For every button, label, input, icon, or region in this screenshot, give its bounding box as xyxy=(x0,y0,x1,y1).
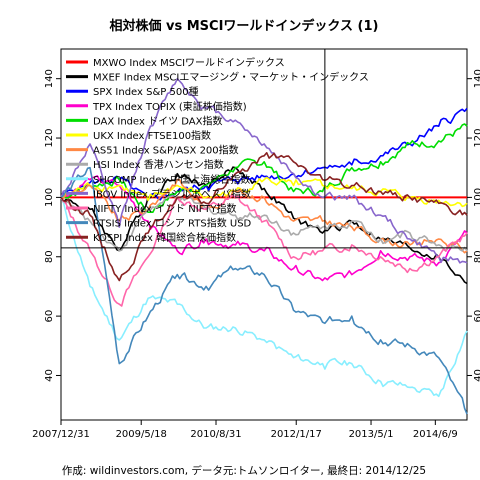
x-tick-label: 2014/6/9 xyxy=(413,429,458,440)
y-tick-label-right: 40 xyxy=(473,369,480,382)
y-tick-label-left: 100 xyxy=(44,188,55,207)
y-tick-label-right: 140 xyxy=(473,69,480,88)
legend-label: MXEF Index MSCIエマージング・マーケット・インデックス xyxy=(93,71,369,84)
legend-label: MXWO Index MSCIワールドインデックス xyxy=(93,56,285,69)
y-axis-left: 40 60 80 100 120 140 xyxy=(44,69,61,382)
y-tick-label-right: 80 xyxy=(473,250,480,263)
reference-lines xyxy=(61,49,467,249)
series-line-12 xyxy=(60,152,468,282)
y-tick-label-left: 40 xyxy=(44,369,55,382)
x-tick-label: 2010/8/31 xyxy=(190,429,241,440)
y-tick-label-left: 80 xyxy=(44,250,55,263)
chart-title: 相対株価 vs MSCIワールドインデックス (1) xyxy=(109,18,378,34)
series-line-8 xyxy=(60,197,468,398)
legend-label: AS51 Index S&P/ASX 200指数 xyxy=(93,144,239,157)
legend-label: HSI Index 香港ハンセン指数 xyxy=(93,158,224,171)
x-tick-label: 2007/12/31 xyxy=(32,429,90,440)
series-line-7 xyxy=(60,195,468,252)
chart-caption: 作成: wildinvestors.com, データ元:トムソンロイター, 最終… xyxy=(62,464,426,477)
legend-label: KOSPI Index 韓国総合株価指数 xyxy=(93,231,236,244)
legend-label: UKX Index FTSE100指数 xyxy=(93,129,211,142)
series-line-2 xyxy=(60,107,468,202)
x-tick-label: 2009/5/18 xyxy=(116,429,167,440)
legend-label: TPX Index TOPIX (東証株価指数) xyxy=(92,100,247,113)
legend: MXWO Index MSCIワールドインデックス MXEF Index MSCI… xyxy=(66,56,369,244)
legend-label: NIFTY Index インド NIFTY指数 xyxy=(93,202,237,215)
plot-area-border xyxy=(60,48,468,421)
y-tick-label-right: 60 xyxy=(473,310,480,323)
y-tick-label-left: 60 xyxy=(44,310,55,323)
y-tick-label-right: 120 xyxy=(473,128,480,147)
series-line-10 xyxy=(60,194,468,307)
y-axis-right: 40 60 80 100 120 140 xyxy=(467,69,480,382)
legend-label: IBOV Index ブラジルボベスパ指数 xyxy=(93,187,251,200)
x-tick-label: 2013/5/1 xyxy=(349,429,394,440)
series-line-1 xyxy=(60,166,468,285)
y-tick-label-left: 120 xyxy=(44,128,55,147)
series-group xyxy=(60,77,468,415)
legend-label: SPX Index S&P 500種 xyxy=(93,85,199,98)
x-tick-label: 2012/1/17 xyxy=(271,429,322,440)
series-line-9 xyxy=(60,77,468,264)
legend-label: DAX Index ドイツ DAX指数 xyxy=(93,114,223,127)
legend-label: RTSIS Index ロシア RTS指数 USD xyxy=(93,217,252,230)
series-line-11 xyxy=(60,166,468,415)
y-tick-label-right: 100 xyxy=(473,188,480,207)
legend-label: SHCOMP Index 中国上海総合指数 xyxy=(93,173,250,186)
x-axis: 2007/12/31 2009/5/18 2010/8/31 2012/1/17 201… xyxy=(32,420,458,440)
y-tick-label-left: 140 xyxy=(44,69,55,88)
